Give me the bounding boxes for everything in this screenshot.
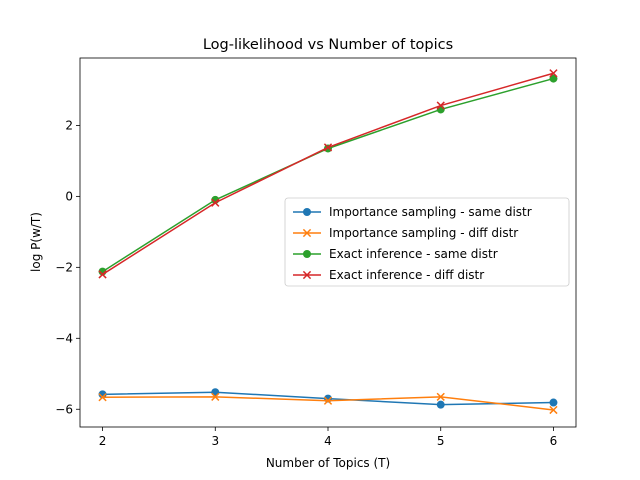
x-axis-label: Number of Topics (T) xyxy=(266,456,390,470)
series-1 xyxy=(98,388,558,409)
legend-item: Importance sampling - same distr xyxy=(293,205,532,219)
data-point xyxy=(323,143,333,152)
y-tick-label: 0 xyxy=(65,189,73,203)
y-tick-label: −2 xyxy=(55,260,73,274)
legend-frame xyxy=(284,197,570,287)
x-tick-label: 3 xyxy=(211,434,219,448)
legend: Importance sampling - same distr Importan… xyxy=(284,197,570,287)
legend-label: Exact inference - diff distr xyxy=(329,268,484,282)
data-point xyxy=(436,392,445,401)
x-tick-label: 6 xyxy=(550,434,558,448)
y-tick-label: −4 xyxy=(55,331,73,345)
legend-marker xyxy=(303,250,311,258)
data-point xyxy=(98,393,107,402)
axes-frame xyxy=(79,57,577,428)
legend-label: Exact inference - same distr xyxy=(329,247,498,261)
chart-title: Log-likelihood vs Number of topics xyxy=(203,37,453,53)
data-point xyxy=(98,270,107,279)
y-axis-label: log P(w/T) xyxy=(29,212,43,272)
legend-item: Importance sampling - diff distr xyxy=(293,226,518,240)
data-point xyxy=(549,398,558,407)
data-point xyxy=(323,396,333,405)
x-tick-label: 2 xyxy=(99,434,107,448)
legend-marker xyxy=(303,208,311,216)
series-4 xyxy=(98,69,558,279)
x-tick-label: 5 xyxy=(437,434,445,448)
data-point xyxy=(549,74,558,83)
data-point xyxy=(549,69,558,78)
legend-marker xyxy=(302,270,312,280)
legend-marker xyxy=(302,228,312,238)
data-point xyxy=(549,405,558,415)
legend-label: Importance sampling - same distr xyxy=(329,205,532,219)
series-2 xyxy=(98,392,558,415)
data-point xyxy=(436,101,445,110)
y-tick-label: 2 xyxy=(65,118,73,132)
data-point xyxy=(98,390,107,399)
legend-item: Exact inference - same distr xyxy=(293,247,498,261)
legend-item: Exact inference - diff distr xyxy=(293,268,484,282)
legend-label: Importance sampling - diff distr xyxy=(329,226,518,240)
x-tick-label: 4 xyxy=(324,434,332,448)
data-point xyxy=(211,392,220,401)
data-point xyxy=(211,198,220,207)
plot-area: 2 3 4 5 6 −6 −4 −2 0 2 Importance sampling - same … xyxy=(55,57,577,448)
data-point xyxy=(436,400,445,409)
y-tick-label: −6 xyxy=(55,402,73,416)
